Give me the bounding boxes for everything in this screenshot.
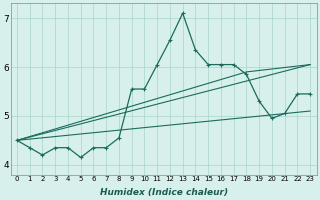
X-axis label: Humidex (Indice chaleur): Humidex (Indice chaleur)	[100, 188, 228, 197]
